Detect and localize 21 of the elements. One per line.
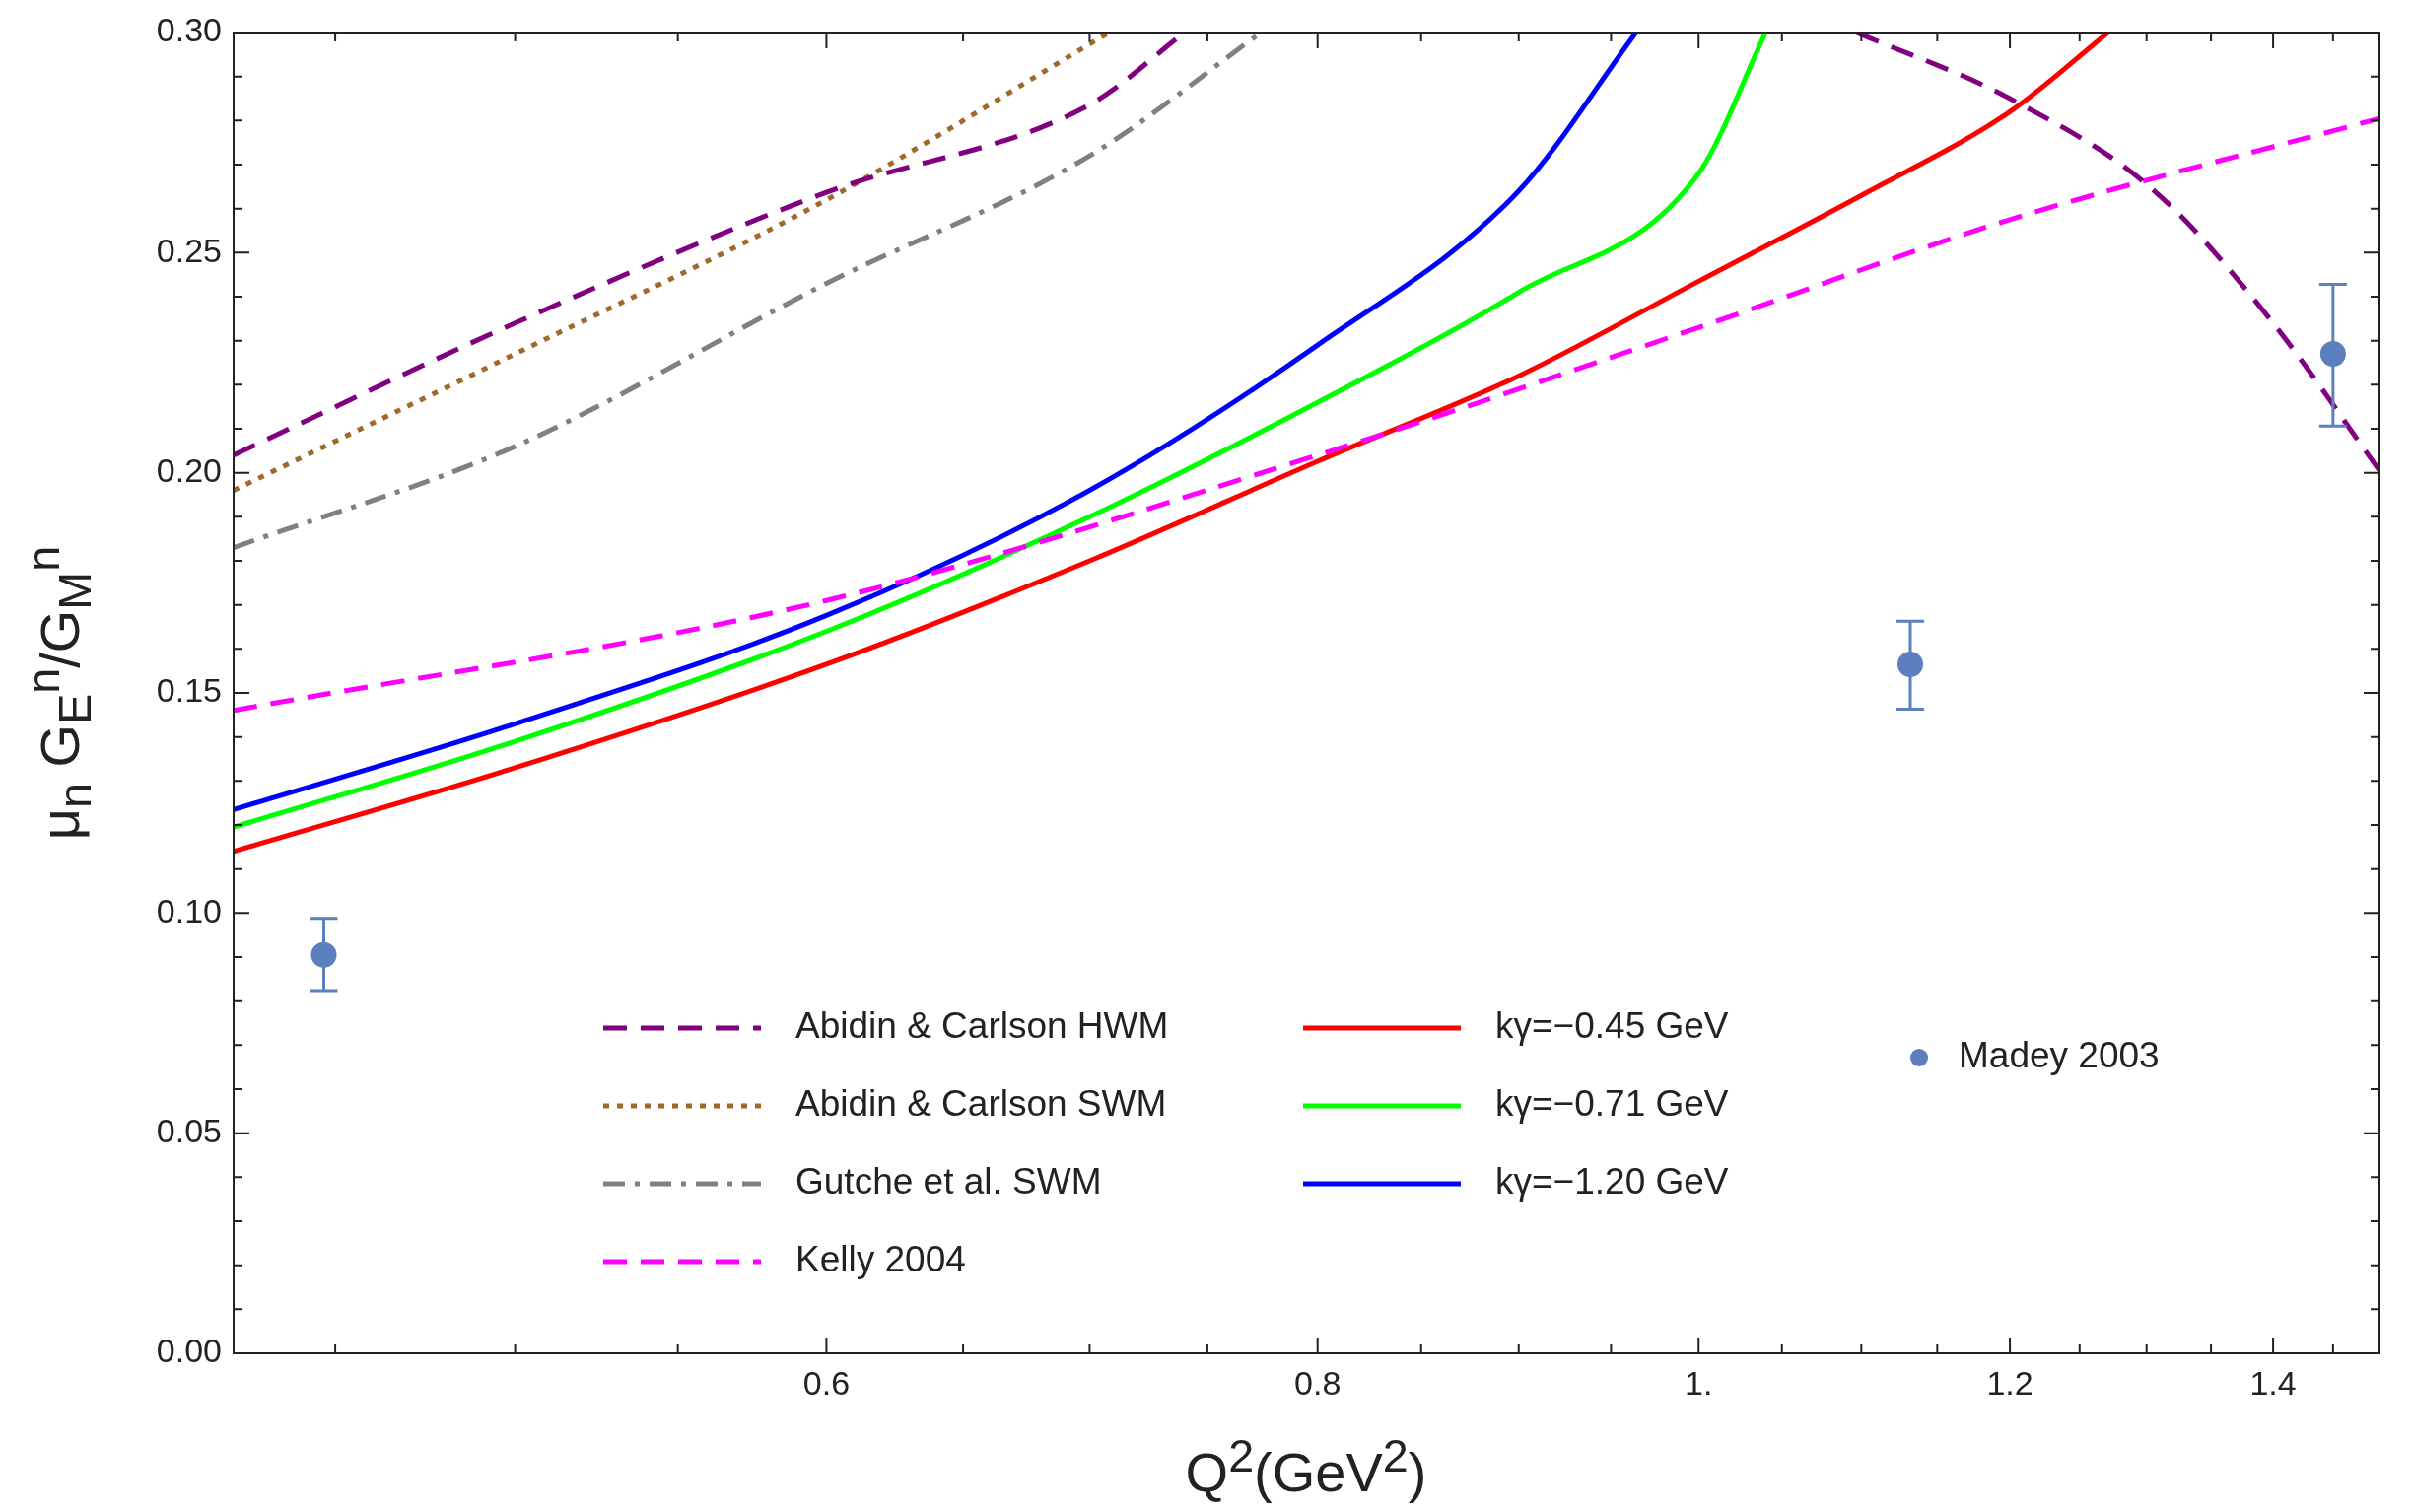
x-tick-label: 1.4 [2249, 1363, 2297, 1402]
x-tick-label: 0.8 [1294, 1363, 1342, 1402]
x-axis-title: Q$^{2}$(GeV$^{2}$) [1185, 1429, 1427, 1504]
y-tick-label: 0.15 [156, 671, 222, 710]
y-tick-label: 0.20 [156, 451, 222, 490]
legend-label: kγ=−0.71 GeV [1495, 1083, 1729, 1125]
y-tick-label: 0.10 [156, 891, 222, 929]
legend-label: Abidin & Carlson HWM [795, 1005, 1169, 1047]
legend-label: Gutche et al. SWM [795, 1161, 1102, 1203]
x-tick-label: 0.6 [802, 1363, 851, 1402]
legend-label: Madey 2003 [1959, 1035, 2160, 1076]
x-tick-label: 1.2 [1986, 1363, 2033, 1402]
y-tick-label: 0.00 [156, 1332, 222, 1370]
y-tick-label: 0.25 [156, 231, 222, 269]
y-tick-label: 0.30 [156, 11, 222, 49]
legend-label: Kelly 2004 [795, 1239, 966, 1280]
y-tick-label: 0.05 [156, 1112, 222, 1150]
legend-label: kγ=−1.20 GeV [1495, 1161, 1729, 1203]
x-tick-label: 1. [1685, 1363, 1713, 1402]
legend-label: kγ=−0.45 GeV [1495, 1005, 1729, 1047]
legend-label: Abidin & Carlson SWM [795, 1083, 1167, 1125]
